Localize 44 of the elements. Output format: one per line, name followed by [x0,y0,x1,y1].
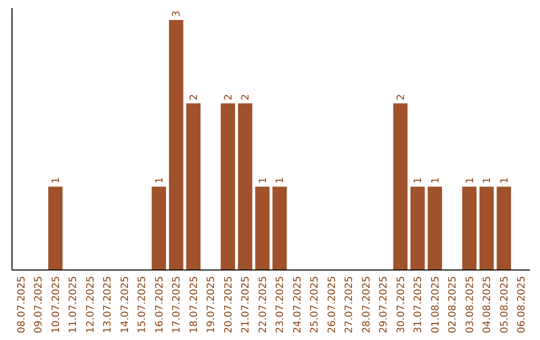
x-tick-label: 19.07.2025 [206,276,218,334]
data-label: 1 [50,177,62,184]
x-tick-label: 09.07.2025 [34,276,45,334]
data-label: 3 [172,10,183,17]
x-tick-label: 31.07.2025 [413,276,424,334]
x-tick-label: 11.07.2025 [68,276,80,334]
x-tick-label: 22.07.2025 [258,276,269,334]
x-tick-label: 21.07.2025 [240,276,252,334]
data-label: 1 [258,177,269,184]
x-tick-label: 03.08.2025 [464,276,476,334]
x-tick-label: 29.07.2025 [378,276,390,334]
x-tick-label: 20.07.2025 [223,276,234,334]
x-tick-label: 27.07.2025 [344,276,356,334]
x-tick-label: 14.07.2025 [120,276,131,334]
x-tick-label: 24.07.2025 [292,276,304,334]
x-tick-label: 15.07.2025 [137,276,148,334]
x-tick-label: 02.08.2025 [448,276,459,334]
data-label: 2 [188,94,200,100]
x-tick-label: 25.07.2025 [310,276,321,334]
x-tick-label: 01.08.2025 [430,276,442,334]
x-tick-label: 04.08.2025 [482,276,494,334]
x-tick-label: 26.07.2025 [326,276,338,334]
x-tick-label: 30.07.2025 [396,276,407,334]
data-label: 1 [275,177,286,184]
x-tick-label: 23.07.2025 [275,276,286,334]
x-tick-label: 17.07.2025 [172,276,183,334]
x-tick-label: 08.07.2025 [16,276,28,334]
data-label: 1 [464,177,476,184]
x-tick-label: 05.08.2025 [499,276,510,334]
x-tick-label: 28.07.2025 [361,276,372,334]
data-label: 1 [430,177,442,184]
data-label: 2 [240,94,252,100]
data-label: 2 [396,94,407,100]
data-label: 1 [499,177,510,184]
x-tick-label: 13.07.2025 [102,276,114,334]
x-tick-label: 12.07.2025 [85,276,96,334]
x-tick-label: 16.07.2025 [154,276,166,334]
data-label: 2 [223,94,234,100]
x-tick-label: 10.07.2025 [50,276,62,334]
data-label: 1 [154,177,166,184]
x-tick-label: 18.07.2025 [188,276,200,334]
data-label: 1 [482,177,494,184]
data-label: 1 [413,177,424,184]
x-tick-label: 06.08.2025 [516,276,528,334]
